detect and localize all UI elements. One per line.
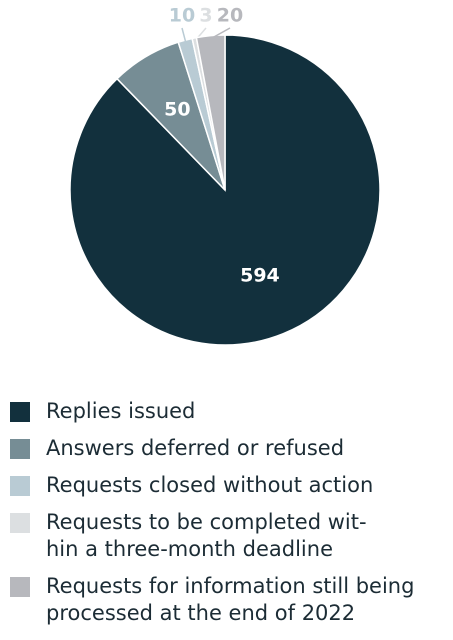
leader-line — [210, 27, 231, 40]
legend-item: Requests for information still being pro… — [10, 573, 450, 627]
legend-item: Replies issued — [10, 398, 450, 425]
legend-item: Requests to be completed wit- hin a thre… — [10, 509, 450, 563]
pie-slice — [195, 34, 226, 191]
legend-label: Replies issued — [46, 399, 196, 423]
legend-swatch — [10, 402, 30, 422]
chart: 594 50 10 3 20 — [69, 5, 381, 346]
leader-line — [181, 27, 187, 44]
legend: Replies issued Answers deferred or refuse… — [10, 398, 450, 627]
slice-label: 20 — [217, 5, 243, 27]
slice-label: 50 — [164, 99, 190, 121]
legend-item: Requests closed without action — [10, 472, 450, 499]
legend-label: Answers deferred or refused — [46, 436, 345, 460]
legend-swatch — [10, 476, 30, 496]
legend-swatch — [10, 439, 30, 459]
legend-item: Answers deferred or refused — [10, 435, 450, 462]
slice-label: 3 — [199, 5, 212, 27]
legend-swatch — [10, 513, 30, 533]
legend-label: Requests to be completed wit- hin a thre… — [46, 510, 367, 561]
slice-label: 594 — [240, 265, 280, 287]
legend-label: Requests closed without action — [46, 473, 374, 497]
legend-swatch — [10, 577, 30, 597]
legend-label: Requests for information still being pro… — [46, 574, 415, 625]
slice-label: 10 — [169, 5, 195, 27]
